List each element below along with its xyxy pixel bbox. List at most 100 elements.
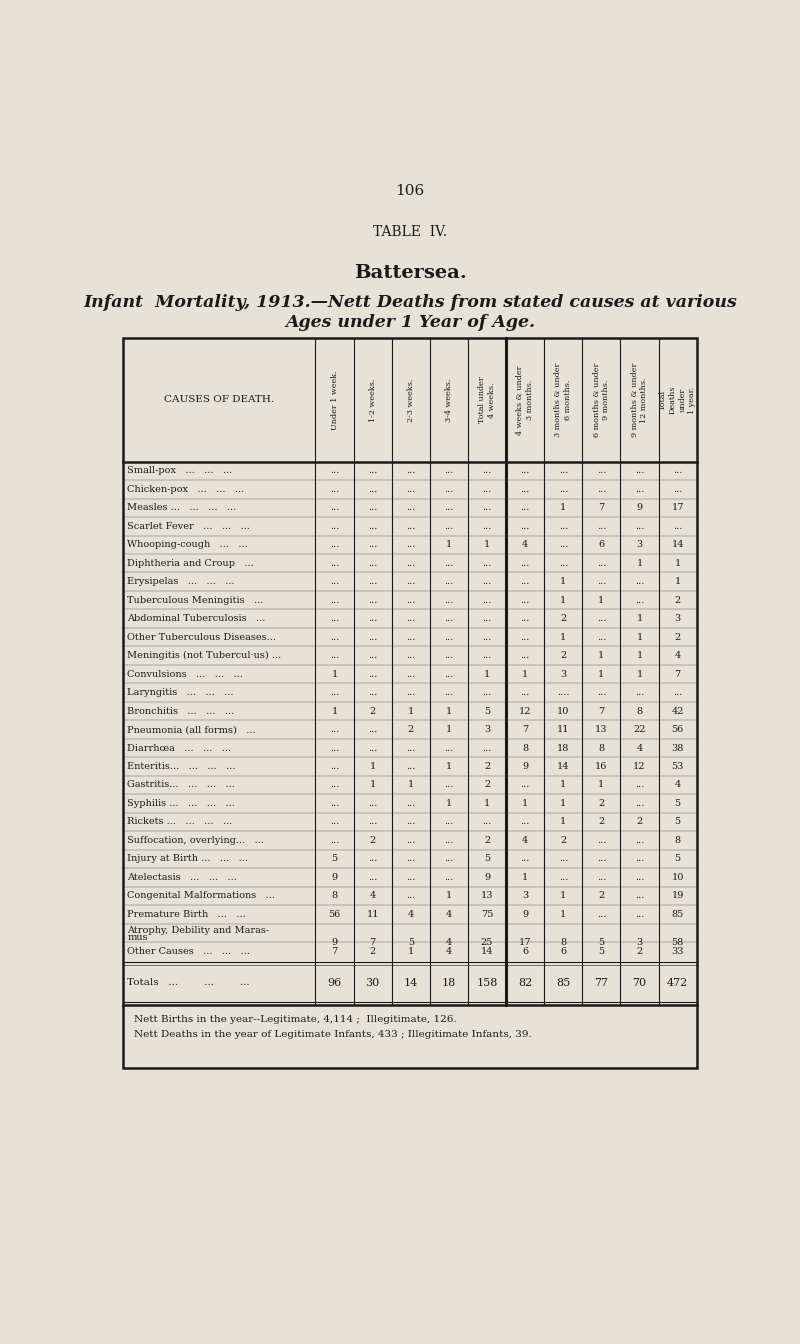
Text: Meningitis (not Tubercul·us) ...: Meningitis (not Tubercul·us) ...	[127, 650, 282, 660]
Text: ...: ...	[635, 466, 644, 476]
Text: 1: 1	[446, 798, 452, 808]
Text: 5: 5	[598, 938, 605, 946]
Text: ...: ...	[521, 855, 530, 863]
Text: 2: 2	[370, 946, 376, 956]
Text: 1: 1	[331, 707, 338, 715]
Text: ...: ...	[558, 485, 568, 493]
Text: 33: 33	[671, 946, 684, 956]
Text: 13: 13	[595, 724, 608, 734]
Text: 4: 4	[446, 910, 452, 919]
Text: 12: 12	[634, 762, 646, 771]
Text: ...: ...	[406, 559, 415, 567]
Text: ...: ...	[444, 577, 454, 586]
Text: ...: ...	[444, 817, 454, 827]
Text: TABLE  IV.: TABLE IV.	[373, 224, 447, 239]
Text: ...: ...	[635, 855, 644, 863]
Text: ...: ...	[330, 781, 339, 789]
Text: ...: ...	[597, 855, 606, 863]
Text: 1: 1	[560, 817, 566, 827]
Text: mus: mus	[127, 933, 148, 942]
Text: 1: 1	[598, 595, 605, 605]
Text: ...: ...	[635, 485, 644, 493]
Text: 2: 2	[484, 836, 490, 845]
Text: ...: ...	[444, 485, 454, 493]
Text: 4: 4	[408, 910, 414, 919]
Text: ...: ...	[444, 781, 454, 789]
Text: 1: 1	[446, 707, 452, 715]
Text: 19: 19	[671, 891, 684, 900]
Text: Totals   ...        ...        ...: Totals ... ... ...	[127, 978, 250, 988]
Text: ...: ...	[330, 724, 339, 734]
Text: ...: ...	[444, 559, 454, 567]
Text: 5: 5	[598, 946, 605, 956]
Text: 2: 2	[598, 817, 605, 827]
Text: Enteritis...   ...   ...   ...: Enteritis... ... ... ...	[127, 762, 236, 771]
Text: ...: ...	[597, 633, 606, 641]
Text: Tuberculous Meningitis   ...: Tuberculous Meningitis ...	[127, 595, 263, 605]
Text: Suffocation, overlying...   ...: Suffocation, overlying... ...	[127, 836, 264, 845]
Text: 14: 14	[404, 978, 418, 988]
Text: 5: 5	[331, 855, 338, 863]
Text: ...: ...	[330, 650, 339, 660]
Text: 8: 8	[331, 891, 338, 900]
Text: 1: 1	[446, 762, 452, 771]
Text: ....: ....	[557, 688, 570, 698]
Text: ...: ...	[368, 466, 378, 476]
Text: 17: 17	[671, 503, 684, 512]
Text: ...: ...	[521, 466, 530, 476]
Text: 25: 25	[481, 938, 494, 946]
Text: 1: 1	[560, 595, 566, 605]
Text: ...: ...	[635, 872, 644, 882]
Text: 1: 1	[446, 540, 452, 550]
Text: Diphtheria and Croup   ...: Diphtheria and Croup ...	[127, 559, 254, 567]
Text: 1: 1	[560, 798, 566, 808]
Text: 106: 106	[395, 184, 425, 198]
Text: ...: ...	[330, 762, 339, 771]
Text: 58: 58	[671, 938, 684, 946]
Text: ...: ...	[521, 614, 530, 624]
Text: ...: ...	[558, 466, 568, 476]
Text: ...: ...	[330, 798, 339, 808]
Text: ...: ...	[597, 614, 606, 624]
Text: Scarlet Fever   ...   ...   ...: Scarlet Fever ... ... ...	[127, 521, 250, 531]
Text: ...: ...	[368, 855, 378, 863]
Text: 9: 9	[331, 872, 338, 882]
Text: 1: 1	[637, 669, 642, 679]
Text: ...: ...	[444, 466, 454, 476]
Text: 8: 8	[598, 743, 605, 753]
Text: 5: 5	[484, 707, 490, 715]
Text: 1: 1	[560, 633, 566, 641]
Text: ...: ...	[406, 891, 415, 900]
Text: 18: 18	[442, 978, 456, 988]
Text: 3: 3	[637, 540, 642, 550]
Text: 18: 18	[557, 743, 570, 753]
Text: ...: ...	[597, 872, 606, 882]
Text: Pneumonia (all forms)   ...: Pneumonia (all forms) ...	[127, 724, 256, 734]
Text: ...: ...	[521, 503, 530, 512]
Text: Diarrhœa   ...   ...   ...: Diarrhœa ... ... ...	[127, 743, 231, 753]
Text: 7: 7	[598, 707, 605, 715]
Text: ...: ...	[558, 855, 568, 863]
Text: ...: ...	[368, 503, 378, 512]
Text: ...: ...	[558, 559, 568, 567]
Text: 2: 2	[560, 836, 566, 845]
Text: ...: ...	[558, 540, 568, 550]
Text: 6: 6	[598, 540, 605, 550]
Text: 1: 1	[598, 669, 605, 679]
Text: 10: 10	[557, 707, 570, 715]
Text: ...: ...	[406, 595, 415, 605]
Text: 77: 77	[594, 978, 609, 988]
Text: ...: ...	[521, 559, 530, 567]
Text: ...: ...	[635, 521, 644, 531]
Text: 3: 3	[637, 938, 642, 946]
Text: ...: ...	[330, 633, 339, 641]
Text: ...: ...	[406, 817, 415, 827]
Text: 3: 3	[674, 614, 681, 624]
Text: 1: 1	[331, 669, 338, 679]
Text: 1: 1	[560, 910, 566, 919]
Text: ...: ...	[406, 633, 415, 641]
Text: ...: ...	[406, 503, 415, 512]
Text: ...: ...	[330, 688, 339, 698]
Text: ...: ...	[406, 577, 415, 586]
Text: 1: 1	[408, 707, 414, 715]
